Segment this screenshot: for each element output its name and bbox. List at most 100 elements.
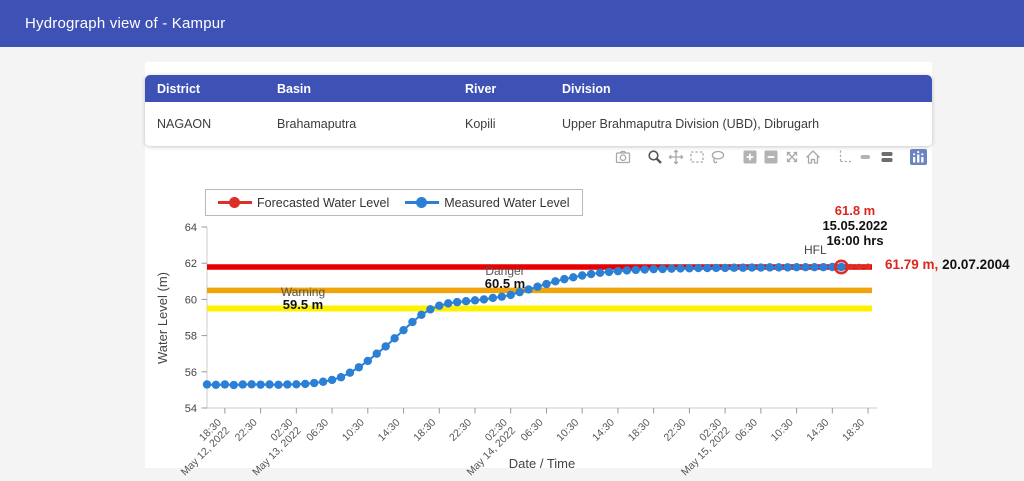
chart-legend: Forecasted Water Level Measured Water Le… bbox=[205, 189, 583, 216]
box-select-icon[interactable] bbox=[688, 148, 705, 165]
measured-point bbox=[506, 290, 515, 300]
measured-point bbox=[533, 282, 542, 291]
measured-point bbox=[229, 380, 238, 390]
y-tick-label: 64 bbox=[185, 222, 197, 234]
measured-point bbox=[381, 342, 390, 351]
cell-river: Kopili bbox=[453, 102, 550, 146]
hfl-value: 61.79 m, bbox=[885, 257, 939, 272]
x-tick-label: 10:30 bbox=[769, 417, 796, 444]
y-tick-label: 58 bbox=[185, 331, 197, 343]
measured-point bbox=[595, 268, 605, 277]
measured-point bbox=[586, 269, 596, 279]
measured-point bbox=[345, 368, 355, 377]
hover-closest-icon[interactable] bbox=[857, 148, 874, 165]
hover-compare-icon[interactable] bbox=[878, 148, 895, 165]
page-title: Hydrograph view of - Kampur bbox=[25, 15, 226, 32]
measured-point bbox=[211, 380, 221, 390]
x-tick-label: 22:30 bbox=[661, 417, 688, 444]
y-tick-label: 62 bbox=[185, 258, 197, 270]
data-series bbox=[202, 259, 872, 390]
measured-point bbox=[372, 349, 381, 358]
legend-item-forecasted[interactable]: Forecasted Water Level bbox=[218, 196, 389, 210]
measured-point bbox=[283, 380, 292, 389]
measured-point bbox=[560, 274, 569, 284]
x-tick-label: 06:30 bbox=[519, 417, 546, 444]
warning-value: 59.5 m bbox=[282, 296, 324, 312]
y-axis-ticks: 54 56 58 60 62 64 bbox=[185, 222, 207, 415]
measured-point bbox=[765, 263, 774, 272]
measured-point bbox=[747, 263, 757, 272]
measured-point bbox=[542, 279, 551, 289]
measured-point bbox=[220, 380, 230, 389]
zoom-icon[interactable] bbox=[646, 148, 663, 165]
measured-point bbox=[712, 263, 721, 273]
measured-point bbox=[783, 263, 792, 272]
measured-point bbox=[658, 264, 667, 274]
danger-label: Danger bbox=[485, 264, 525, 278]
measured-point bbox=[318, 377, 328, 386]
x-tick-label: 14:30 bbox=[590, 417, 617, 444]
x-tick-label: 14:30 bbox=[376, 417, 403, 444]
measured-point bbox=[417, 310, 426, 319]
measured-point bbox=[256, 380, 265, 389]
measured-point bbox=[810, 262, 819, 272]
pan-icon[interactable] bbox=[667, 148, 684, 165]
plotly-logo-icon[interactable] bbox=[910, 148, 927, 165]
column-header-division: Division bbox=[550, 75, 932, 102]
forecast-peak-annotation: 61.8 m 15.05.2022 16:00 hrs bbox=[790, 203, 920, 248]
measured-point bbox=[667, 264, 676, 273]
x-tick-label: 22:30 bbox=[233, 417, 260, 444]
measured-point bbox=[452, 297, 462, 307]
measured-point bbox=[729, 263, 739, 272]
warning-level-annotation: Warning 59.5 m bbox=[243, 286, 363, 311]
hydrograph-chart: Water Level (m) Date / Time 54 56 58 60 62 64… bbox=[150, 182, 1022, 479]
danger-value: 60.5 m bbox=[484, 275, 526, 291]
y-tick-label: 54 bbox=[185, 403, 197, 415]
measured-point bbox=[301, 379, 310, 389]
cell-district: NAGAON bbox=[145, 102, 265, 146]
measured-point bbox=[837, 262, 846, 272]
measured-point bbox=[488, 293, 498, 303]
x-tick-label: 18:30 bbox=[840, 417, 867, 444]
x-tick-label: 10:30 bbox=[554, 417, 581, 444]
measured-point bbox=[515, 287, 524, 297]
measured-point bbox=[694, 263, 703, 273]
hfl-annotation: 61.79 m, 20.07.2004 bbox=[885, 258, 1010, 272]
app-header: Hydrograph view of - Kampur bbox=[0, 0, 1024, 47]
autoscale-icon[interactable] bbox=[783, 148, 800, 165]
lasso-select-icon[interactable] bbox=[709, 148, 726, 165]
y-axis-title: Water Level (m) bbox=[155, 272, 170, 364]
zoom-out-icon[interactable] bbox=[762, 148, 779, 165]
measured-point bbox=[426, 305, 435, 314]
legend-label-measured: Measured Water Level bbox=[444, 195, 570, 210]
measured-point bbox=[363, 356, 372, 366]
measured-point bbox=[470, 296, 480, 305]
measured-point bbox=[631, 265, 640, 275]
measured-point bbox=[238, 380, 247, 389]
measured-point bbox=[202, 380, 212, 389]
zoom-in-icon[interactable] bbox=[741, 148, 758, 165]
chart-plot-area[interactable]: Water Level (m) Date / Time 54 56 58 60 62 64… bbox=[150, 182, 1022, 479]
measured-point bbox=[247, 380, 256, 389]
peak-value: 61.8 m bbox=[834, 203, 876, 218]
table-header-row: District Basin River Division bbox=[145, 75, 932, 102]
forecast-point bbox=[847, 263, 854, 270]
measured-point bbox=[604, 267, 614, 277]
measured-point bbox=[310, 378, 319, 388]
measured-point bbox=[676, 264, 685, 273]
measured-point bbox=[801, 262, 810, 272]
station-info-table: District Basin River Division NAGAON Bra… bbox=[145, 75, 932, 146]
x-tick-label: 22:30 bbox=[447, 417, 474, 444]
peak-date: 15.05.2022 bbox=[822, 218, 888, 233]
measured-point bbox=[292, 380, 301, 389]
hfl-line-label: HFL bbox=[804, 243, 827, 257]
station-info-card: District Basin River Division NAGAON Bra… bbox=[145, 75, 932, 146]
x-axis-title: Date / Time bbox=[509, 456, 575, 471]
measured-point bbox=[685, 264, 694, 273]
reset-axes-home-icon[interactable] bbox=[804, 148, 821, 165]
measured-point bbox=[435, 301, 444, 310]
toggle-spikelines-icon[interactable] bbox=[836, 148, 853, 165]
camera-icon[interactable] bbox=[614, 148, 631, 165]
legend-item-measured[interactable]: Measured Water Level bbox=[405, 195, 570, 210]
danger-level-annotation: Danger 60.5 m bbox=[445, 265, 565, 290]
